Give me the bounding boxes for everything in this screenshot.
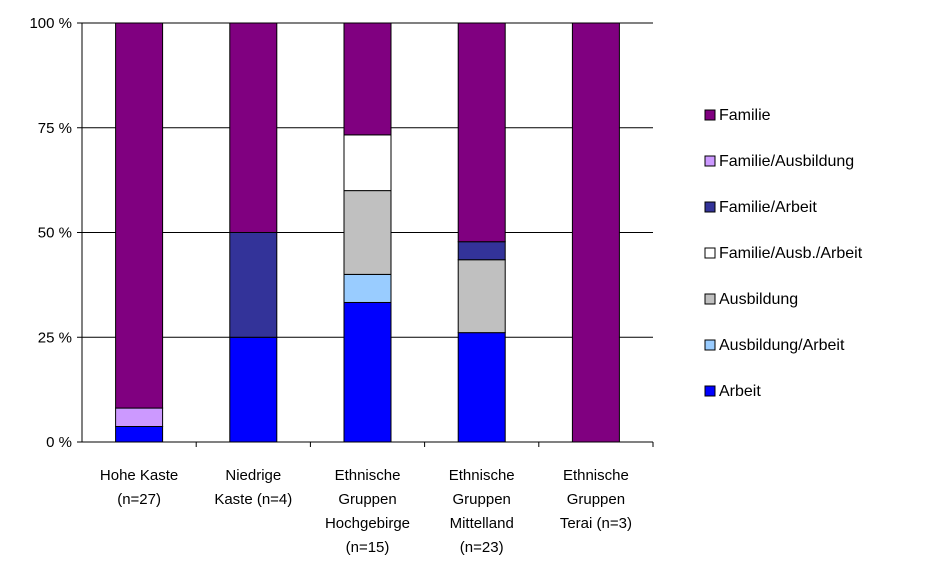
bars: [115, 22, 620, 443]
legend-swatch: [704, 293, 716, 305]
bar-segment: [115, 22, 164, 409]
bar-segment: [457, 332, 506, 443]
bar-segment: [343, 190, 392, 275]
bar-segment: [343, 22, 392, 136]
legend-swatch: [704, 385, 716, 397]
y-tick-label: 50 %: [38, 225, 72, 242]
legend-label: Familie/Ausbildung: [719, 153, 854, 170]
y-tick-label: 100 %: [29, 15, 72, 32]
bar-segment: [343, 301, 392, 443]
bar-segment: [343, 273, 392, 303]
legend-label: Familie/Arbeit: [719, 199, 817, 216]
x-tick-label: Ethnische Gruppen Mittelland (n=23): [449, 467, 515, 556]
legend-swatch: [704, 109, 716, 121]
bar-segment: [115, 425, 164, 443]
bar-segment: [229, 22, 278, 233]
axis-labels: 0 % 25 % 50 % 75 % 100 % Hohe Kaste (n=27) Nied…: [29, 15, 632, 556]
x-tick-label: Hohe Kaste (n=27): [100, 467, 178, 508]
x-tick-label: Ethnische Gruppen Terai (n=3): [560, 467, 632, 532]
legend-label: Arbeit: [719, 383, 761, 400]
y-tick-label: 0 %: [46, 434, 72, 451]
bar-segment: [571, 22, 620, 443]
bar-segment: [343, 134, 392, 192]
bar-segment: [229, 232, 278, 338]
legend-swatch: [704, 201, 716, 213]
legend-label: Ausbildung: [719, 291, 798, 308]
y-tick-label: 75 %: [38, 120, 72, 137]
bar-segment: [229, 336, 278, 443]
bar-segment: [115, 407, 164, 427]
x-tick-label: Niedrige Kaste (n=4): [214, 467, 292, 508]
legend-swatch: [704, 339, 716, 351]
bar-segment: [457, 22, 506, 243]
bar-segment: [457, 259, 506, 334]
legend-label: Ausbildung/Arbeit: [719, 337, 845, 354]
legend: Familie Familie/Ausbildung Familie/Arbeit F…: [704, 107, 863, 400]
legend-label: Familie/Ausb./Arbeit: [719, 245, 863, 262]
legend-swatch: [704, 155, 716, 167]
legend-label: Familie: [719, 107, 771, 124]
x-tick-label: Ethnische Gruppen Hochgebirge (n=15): [325, 467, 410, 556]
bar-segment: [457, 241, 506, 261]
y-tick-label: 25 %: [38, 329, 72, 346]
legend-swatch: [704, 247, 716, 259]
